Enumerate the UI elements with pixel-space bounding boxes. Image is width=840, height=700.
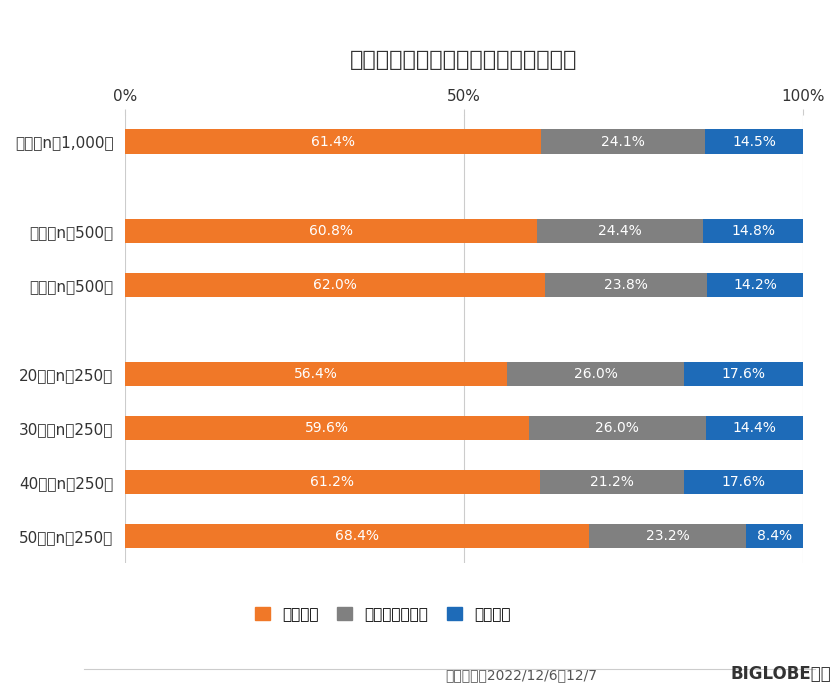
Text: BIGLOBE調べ: BIGLOBE調べ xyxy=(731,664,832,682)
Title: 国内旅行なら温泉のある所に行きたい: 国内旅行なら温泉のある所に行きたい xyxy=(350,50,578,70)
Bar xyxy=(124,130,541,154)
Bar xyxy=(541,130,705,154)
Bar xyxy=(706,416,803,440)
Bar xyxy=(538,218,703,243)
Bar xyxy=(124,470,540,494)
Bar xyxy=(589,524,746,548)
Bar xyxy=(684,362,803,386)
Text: 14.2%: 14.2% xyxy=(733,278,777,292)
Bar xyxy=(746,524,803,548)
Text: 14.4%: 14.4% xyxy=(732,421,776,435)
Bar xyxy=(684,470,803,494)
Text: 61.4%: 61.4% xyxy=(311,134,355,148)
Bar xyxy=(540,470,684,494)
Text: 調査期間：2022/12/6～12/7: 調査期間：2022/12/6～12/7 xyxy=(445,668,597,682)
Text: 24.1%: 24.1% xyxy=(601,134,645,148)
Bar xyxy=(705,130,803,154)
Text: 17.6%: 17.6% xyxy=(722,367,765,381)
Bar xyxy=(124,273,545,297)
Text: 59.6%: 59.6% xyxy=(305,421,349,435)
Text: 14.8%: 14.8% xyxy=(731,224,775,238)
Text: 23.2%: 23.2% xyxy=(646,529,690,543)
Text: 56.4%: 56.4% xyxy=(294,367,338,381)
Bar xyxy=(124,524,589,548)
Text: 68.4%: 68.4% xyxy=(335,529,379,543)
Text: 62.0%: 62.0% xyxy=(313,278,357,292)
Bar xyxy=(529,416,706,440)
Bar xyxy=(124,362,507,386)
Text: 8.4%: 8.4% xyxy=(757,529,792,543)
Text: 14.5%: 14.5% xyxy=(732,134,776,148)
Text: 17.6%: 17.6% xyxy=(722,475,765,489)
Text: 61.2%: 61.2% xyxy=(310,475,354,489)
Text: 26.0%: 26.0% xyxy=(574,367,617,381)
Legend: そう思う, どちらでもよい, 思わない: そう思う, どちらでもよい, 思わない xyxy=(255,607,511,622)
Text: 26.0%: 26.0% xyxy=(596,421,639,435)
Bar xyxy=(545,273,707,297)
Text: 23.8%: 23.8% xyxy=(604,278,648,292)
Text: 21.2%: 21.2% xyxy=(590,475,634,489)
Bar xyxy=(703,218,803,243)
Bar xyxy=(124,416,529,440)
Bar xyxy=(507,362,684,386)
Text: 24.4%: 24.4% xyxy=(598,224,642,238)
Text: 60.8%: 60.8% xyxy=(309,224,353,238)
Bar xyxy=(707,273,803,297)
Bar xyxy=(124,218,538,243)
